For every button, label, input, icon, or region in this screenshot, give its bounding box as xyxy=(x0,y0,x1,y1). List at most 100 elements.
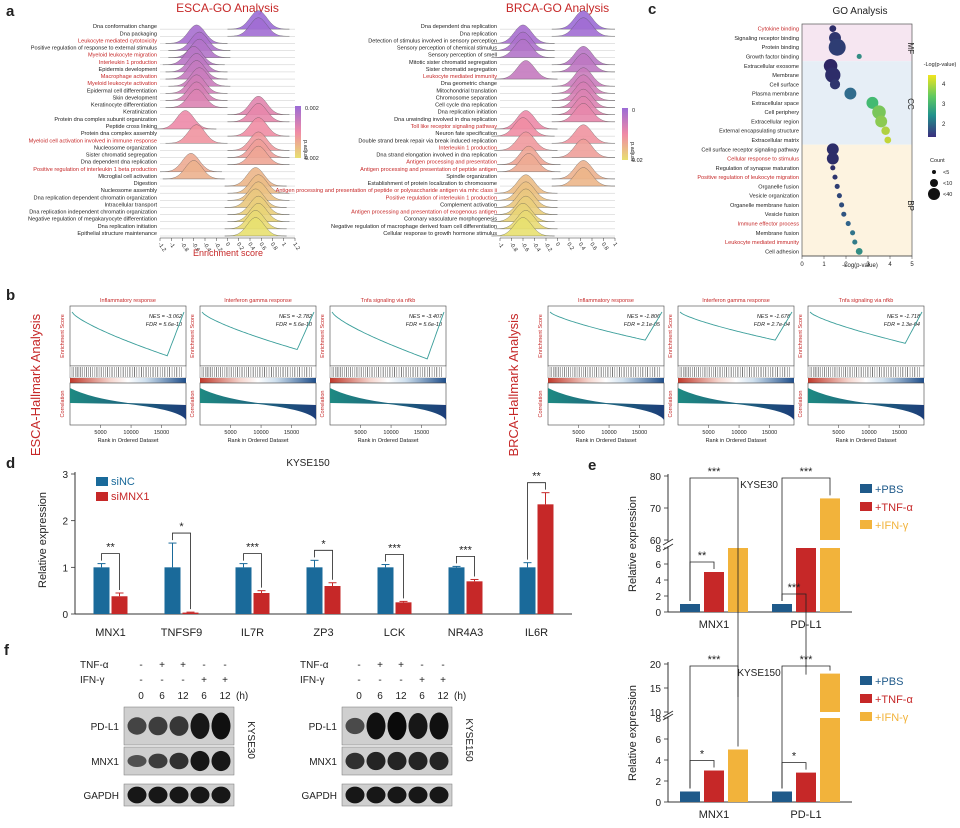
ridge-density xyxy=(154,110,217,130)
bar-d-bar xyxy=(253,593,270,614)
bar-e-axis-break xyxy=(662,543,674,551)
blot-time: 0 xyxy=(138,691,144,702)
gsea-xlabel: Rank in Ordered Dataset xyxy=(706,438,767,444)
bar-d-sig: ** xyxy=(532,471,541,483)
bar-d-ylabel: Relative expression xyxy=(37,492,49,588)
gsea-corr-ylabel: Correlation xyxy=(320,391,326,418)
blot-time: 12 xyxy=(395,691,407,702)
bar-d-legend-swatch xyxy=(96,492,108,501)
gsea-es-curve xyxy=(679,311,793,341)
go-term-label: Vesicle fusion xyxy=(765,212,799,218)
blot-band xyxy=(190,750,210,772)
ridge-x-tick-label: -1 xyxy=(168,242,176,250)
bar-d-y-tick-label: 3 xyxy=(62,470,68,481)
bar-e-y-tick-label: 6 xyxy=(655,560,661,571)
bar-d-sig: *** xyxy=(459,544,473,556)
blot-band xyxy=(345,717,365,735)
ridge-term-label: Epithelial structure maintenance xyxy=(77,231,157,237)
ridge-term-label: Nucleosome organization xyxy=(94,145,157,151)
gsea-corr-ylabel: Correlation xyxy=(798,391,804,418)
ridge-x-tick-label: 0.8 xyxy=(269,242,278,252)
go-bg-cc xyxy=(802,61,912,145)
ridge-density xyxy=(491,117,555,137)
go-term-label: Cell surface receptor signaling pathway xyxy=(701,147,799,153)
blot-band xyxy=(408,751,428,771)
ridge-legend-top: 0 xyxy=(632,108,635,114)
ridge-term-label: Leukocyte mediated cytotoxicity xyxy=(78,38,157,44)
go-bubble xyxy=(852,239,858,245)
ridge-term-label: Toll like receptor signaling pathway xyxy=(411,124,498,130)
bar-e-y-tick-label: 20 xyxy=(650,660,662,671)
bar-e-bar xyxy=(772,791,792,802)
gsea-corr-fill xyxy=(548,388,664,420)
go-bubble xyxy=(884,136,892,144)
ridge-term-label: Interleukin 1 production xyxy=(99,60,157,66)
bar-d-sig-bracket xyxy=(385,554,404,599)
gsea-nes: NES = -3.062 xyxy=(149,314,182,320)
bar-e-sig-bracket xyxy=(781,477,831,601)
bar-d-bar xyxy=(306,567,323,614)
bar-d-sig-bracket xyxy=(172,532,191,610)
blot-tnf-sign: - xyxy=(420,660,423,671)
ridge-x-tick-label: -0.2 xyxy=(542,242,552,253)
go-group-mf: MF xyxy=(906,43,915,55)
blot-band xyxy=(429,712,449,740)
go-count-label: <10 xyxy=(943,181,952,187)
ridge-x-tick-label: 0.8 xyxy=(600,242,609,252)
gsea-hits-frame xyxy=(199,365,317,379)
blot-time: 6 xyxy=(419,691,425,702)
gsea-x-tick-label: 5000 xyxy=(354,430,366,436)
ridge-term-label: Protein dna complex assembly xyxy=(81,131,157,137)
ridge-legend-bar xyxy=(295,106,301,158)
gsea-es-ylabel: Enrichment Score xyxy=(798,314,804,358)
gsea-title: Tnfa signaling via nfkb xyxy=(361,298,416,304)
ridge-term-label: Myeloid leukocyte migration xyxy=(88,53,157,59)
go-bubble xyxy=(828,38,846,56)
bar-e-axis-break xyxy=(662,710,674,718)
go-x-tick-label: 5 xyxy=(910,262,914,268)
go-term-label: Cell periphery xyxy=(764,110,799,116)
ridge-term-label: Sister chromatid segregation xyxy=(86,153,157,159)
ridge-term-label: Double strand break repair via break ind… xyxy=(358,138,497,144)
ridge-x-tick-label: -0.6 xyxy=(519,242,529,253)
blot-protein-label: PD-L1 xyxy=(309,722,338,733)
blot-protein-label: PD-L1 xyxy=(91,722,120,733)
bar-d-bar xyxy=(164,567,181,614)
bar-d-sig-bracket xyxy=(456,556,475,577)
bar-e-legend-swatch xyxy=(860,520,872,529)
gsea-x-tick-label: 10000 xyxy=(123,430,138,436)
bar-d-y-tick-label: 2 xyxy=(62,517,68,528)
ridge-x-tick-label: -1.2 xyxy=(156,242,166,253)
go-bubble xyxy=(830,165,836,171)
bar-d-legend-label: siNC xyxy=(111,476,135,488)
gsea-nes: NES = -1.678 xyxy=(757,314,791,320)
bar-e-legend-label: +PBS xyxy=(875,484,903,496)
go-bubble xyxy=(829,25,837,33)
gsea-x-tick-label: 5000 xyxy=(702,430,714,436)
go-term-label: Immune effector process xyxy=(738,222,800,228)
ridge-term-label: Microglial cell activation xyxy=(98,174,157,180)
gsea-corr-fill xyxy=(70,388,186,420)
go-bubble xyxy=(875,115,888,128)
bar-e-y-tick-label: 6 xyxy=(655,735,661,746)
gsea-x-tick-label: 5000 xyxy=(572,430,584,436)
bar-e-bar xyxy=(820,548,840,612)
ridge-term-label: Dna dependent dna replication xyxy=(81,160,157,166)
blot-band xyxy=(127,754,147,768)
go-bubble xyxy=(839,202,845,208)
bar-e-y-tick-label: 0 xyxy=(655,798,661,809)
bar-e-y-tick-label: 8 xyxy=(655,714,661,725)
go-term-label: Protein binding xyxy=(762,45,799,51)
ridge-density xyxy=(224,217,287,237)
bar-d-category: IL7R xyxy=(241,627,264,639)
go-color-tick: 2 xyxy=(942,122,946,128)
gsea-rank-ramp xyxy=(548,378,664,383)
ridge-term-label: Antigen processing and presentation xyxy=(406,160,497,166)
ridge-term-label: Positive regulation of response to exter… xyxy=(31,46,157,52)
ridge-x-tick-label: 0.6 xyxy=(258,242,267,252)
ridge-term-label: Detection of stimulus involved in sensor… xyxy=(368,38,497,44)
bar-e-ylabel: Relative expression xyxy=(627,685,639,781)
bar-e-y-tick-label: 4 xyxy=(655,576,661,587)
ridge-term-label: Dna replication initiation xyxy=(438,110,497,116)
gsea-es-ylabel: Enrichment Score xyxy=(60,314,66,358)
